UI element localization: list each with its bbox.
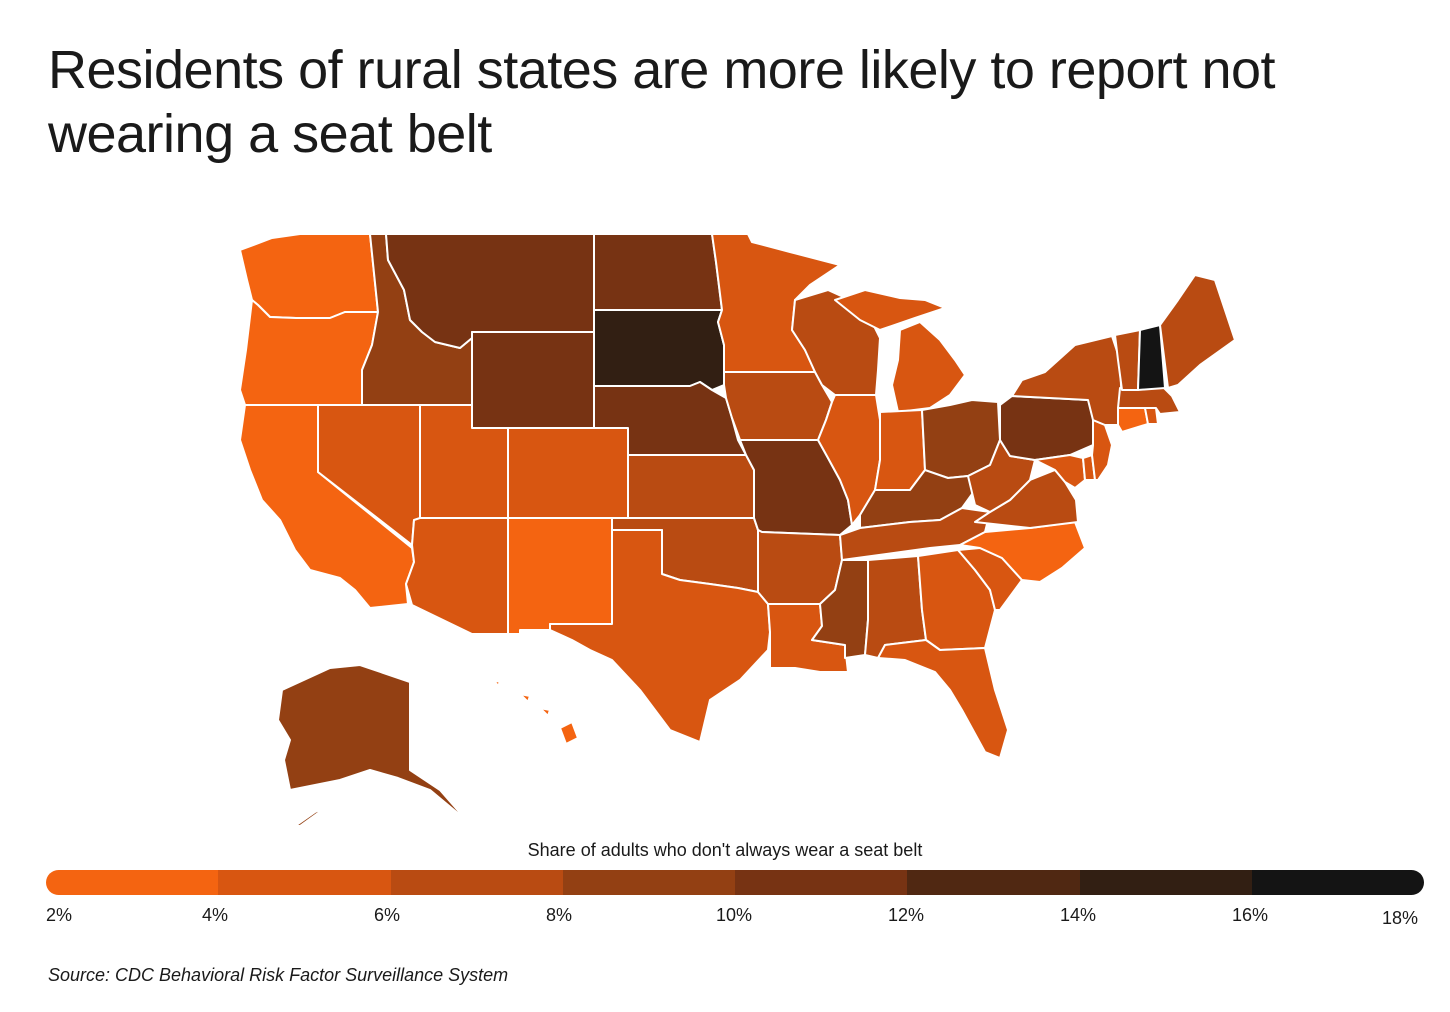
state-ia — [723, 371, 833, 441]
state-hi — [493, 679, 579, 745]
legend-tick-label: 18% — [1382, 908, 1419, 928]
chart-title: Residents of rural states are more likel… — [48, 40, 1276, 164]
legend-swatch-2 — [218, 870, 391, 895]
legend-swatch-3 — [390, 870, 563, 895]
legend-swatch-7 — [1079, 870, 1252, 895]
state-vt — [1114, 329, 1141, 391]
state-nm — [507, 517, 613, 635]
source-note: Source: CDC Behavioral Risk Factor Surve… — [48, 965, 509, 985]
state-pa — [999, 395, 1099, 461]
state-tx — [549, 529, 771, 743]
state-mi — [834, 289, 966, 413]
legend-swatch-4 — [562, 870, 735, 895]
state-md — [1034, 454, 1086, 489]
legend-tick-label: 10% — [716, 905, 753, 925]
legend-tick-label: 8% — [546, 905, 573, 925]
legend-tick-label: 4% — [202, 905, 229, 925]
state-nh — [1137, 324, 1166, 391]
state-fl — [877, 639, 1009, 759]
state-nd — [593, 233, 723, 311]
legend-tick-label: 12% — [888, 905, 925, 925]
legend-swatch-6 — [907, 870, 1080, 895]
state-ak — [277, 664, 469, 827]
legend-swatch-5 — [735, 870, 908, 895]
legend-label: Share of adults who don't always wear a … — [527, 840, 923, 860]
state-ct — [1117, 407, 1149, 433]
state-ks — [627, 454, 755, 519]
state-ca — [239, 404, 415, 609]
state-ma — [1117, 385, 1181, 415]
legend-tick-label: 16% — [1232, 905, 1269, 925]
state-me — [1159, 274, 1236, 389]
legend-tick-label: 2% — [46, 905, 73, 925]
legend-tick-label: 14% — [1060, 905, 1097, 925]
state-co — [507, 427, 629, 519]
state-ar — [757, 529, 843, 605]
legend-swatch-1 — [46, 870, 219, 895]
legend-color-scale — [46, 870, 1424, 895]
state-ri — [1144, 407, 1159, 425]
state-wy — [471, 331, 595, 429]
legend-swatch-8 — [1251, 870, 1424, 895]
state-sd — [593, 309, 725, 391]
state-nc — [959, 521, 1086, 583]
legend-tick-label: 6% — [374, 905, 401, 925]
state-nj — [1091, 419, 1113, 481]
state-az — [405, 517, 509, 635]
